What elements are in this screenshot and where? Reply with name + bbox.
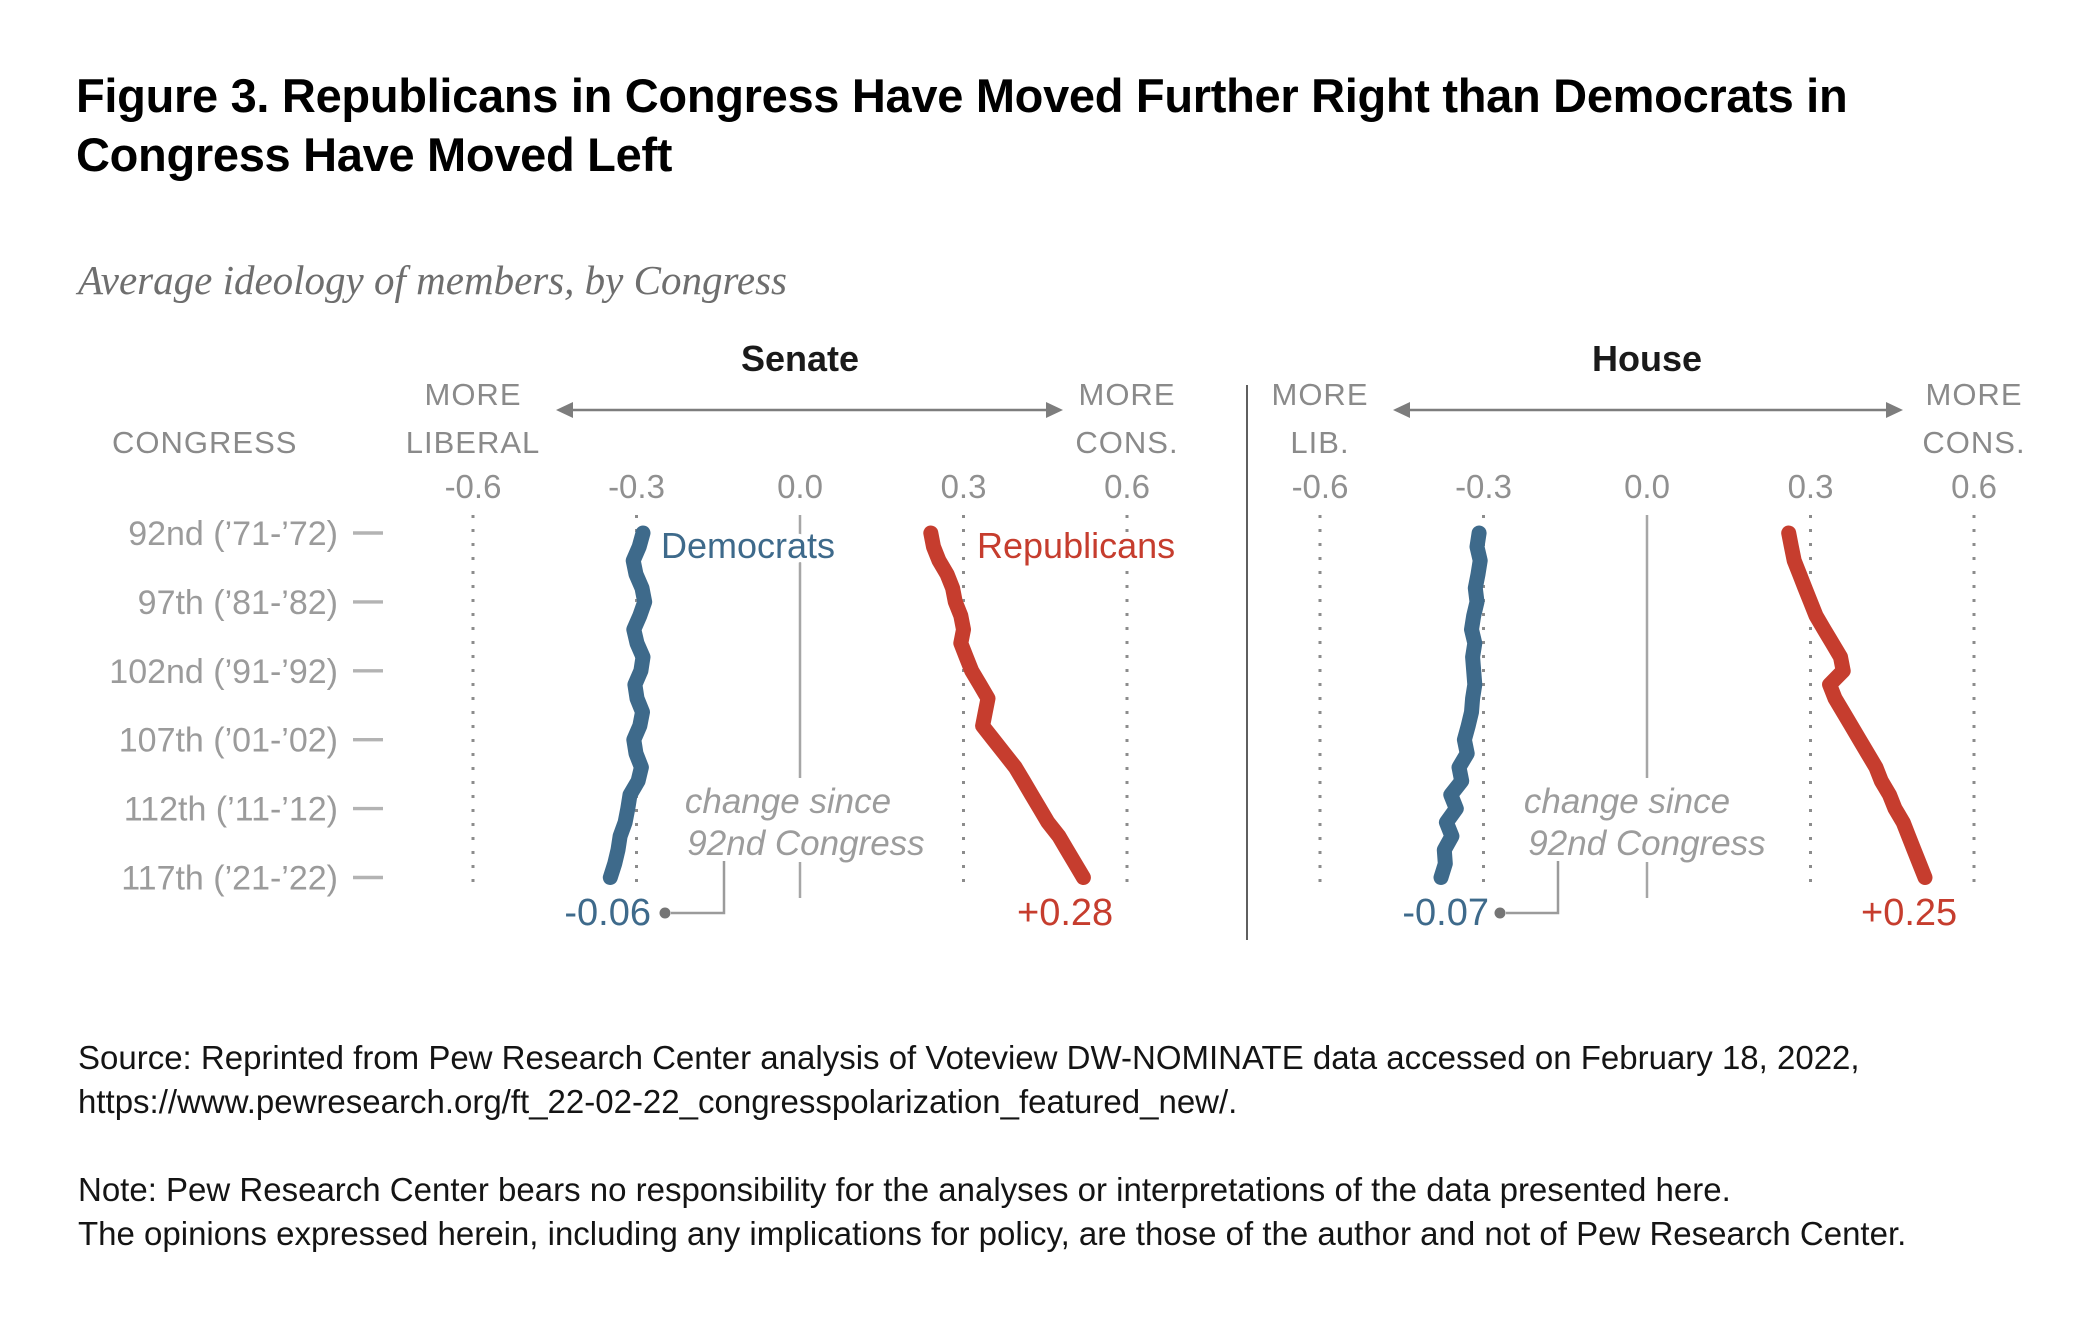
value-tick-label: 0.3 (941, 468, 987, 505)
congress-row-label: 112th (’11-’12) (124, 791, 338, 829)
axis-header-left: LIBERAL (406, 425, 541, 460)
annotation-92nd-congress: 92nd Congress (1528, 824, 1765, 863)
note-line2: The opinions expressed herein, including… (78, 1215, 1907, 1252)
annotation-change-since: change since (685, 782, 891, 821)
change-connector (1506, 861, 1560, 915)
source-line2: https://www.pewresearch.org/ft_22-02-22_… (78, 1083, 1238, 1120)
change-connector-dot (659, 907, 671, 919)
series-line-democrats-house (1433, 525, 1488, 885)
figure-title-line2: Congress Have Moved Left (76, 128, 673, 181)
panel-title: Senate (741, 338, 859, 379)
axis-arrowhead-left (556, 402, 573, 418)
figure-title-line1: Figure 3. Republicans in Congress Have M… (76, 69, 1848, 122)
axis-header-right: CONS. (1075, 425, 1178, 460)
value-tick-label: 0.0 (1624, 468, 1670, 505)
congress-row-label: 117th (’21-’22) (121, 860, 338, 898)
axis-arrowhead-left (1393, 402, 1410, 418)
note-line1: Note: Pew Research Center bears no respo… (78, 1171, 1731, 1208)
change-value-republicans: +0.28 (1017, 892, 1113, 934)
value-tick-label: -0.6 (1292, 468, 1349, 505)
legend-democrats: Democrats (661, 525, 835, 566)
value-tick-label: 0.6 (1104, 468, 1150, 505)
change-connector (671, 861, 726, 915)
congress-axis-header: CONGRESS (112, 425, 297, 460)
series-line-republicans-senate (923, 525, 1091, 885)
congress-row-label: 97th (’81-’82) (138, 584, 338, 622)
source-line1: Source: Reprinted from Pew Research Cent… (78, 1039, 1860, 1076)
figure-title: Figure 3. Republicans in Congress Have M… (76, 66, 2036, 184)
congress-row-label: 107th (’01-’02) (119, 722, 338, 760)
annotation-change-since: change since (1524, 782, 1730, 821)
axis-header-left: MORE (1272, 377, 1369, 412)
axis-header-left: MORE (425, 377, 522, 412)
value-tick-label: 0.3 (1788, 468, 1834, 505)
note-text: Note: Pew Research Center bears no respo… (78, 1168, 1906, 1256)
value-tick-label: -0.6 (445, 468, 502, 505)
congress-row-label: 92nd (’71-’72) (128, 515, 338, 553)
axis-arrowhead-right (1886, 402, 1903, 418)
change-value-democrats: -0.06 (564, 892, 651, 934)
legend-republicans: Republicans (977, 525, 1175, 566)
congress-row-label: 102nd (’91-’92) (109, 653, 338, 691)
series-line-democrats-senate (602, 525, 653, 885)
change-value-democrats: -0.07 (1402, 892, 1489, 934)
axis-header-right: MORE (1079, 377, 1176, 412)
annotation-92nd-congress: 92nd Congress (687, 824, 924, 863)
axis-header-left: LIB. (1290, 425, 1349, 460)
axis-arrowhead-right (1046, 402, 1063, 418)
source-text: Source: Reprinted from Pew Research Cent… (78, 1036, 1860, 1124)
chart-subtitle: Average ideology of members, by Congress (78, 257, 788, 303)
change-value-republicans: +0.25 (1861, 892, 1957, 934)
panel-title: House (1592, 338, 1702, 379)
value-tick-label: -0.3 (608, 468, 665, 505)
axis-header-right: MORE (1926, 377, 2023, 412)
series-line-republicans-house (1781, 525, 1933, 885)
change-connector-dot (1494, 907, 1506, 919)
axis-header-right: CONS. (1922, 425, 2025, 460)
value-tick-label: 0.0 (777, 468, 823, 505)
value-tick-label: 0.6 (1951, 468, 1997, 505)
value-tick-label: -0.3 (1455, 468, 1512, 505)
